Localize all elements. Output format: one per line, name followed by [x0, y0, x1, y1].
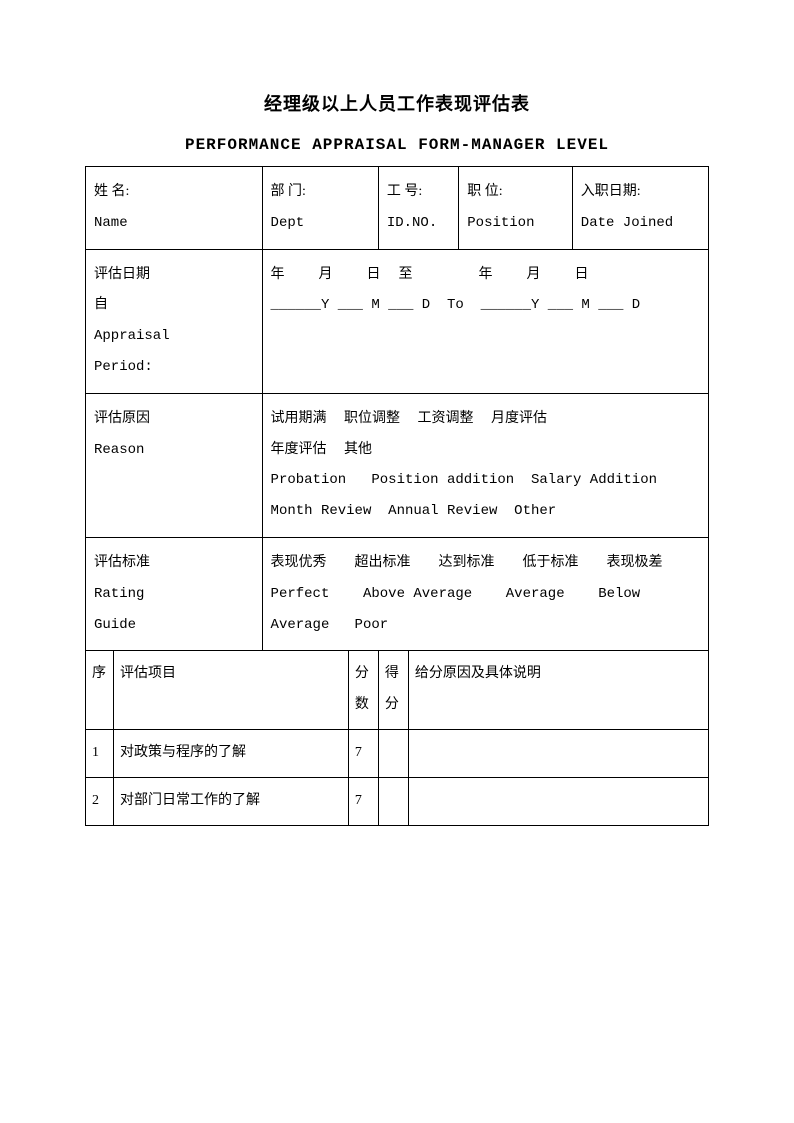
period-label-en2: Period: [94, 352, 254, 383]
score-header-cn2: 数 [355, 697, 369, 712]
reason-content-cell: 试用期满 职位调整 工资调整 月度评估 年度评估 其他 Probation Po… [262, 393, 708, 537]
idno-label-cn: 工 号: [387, 177, 450, 208]
reason-label-en: Reason [94, 435, 254, 466]
item-reason [408, 729, 708, 777]
got-header: 得 分 [378, 651, 408, 730]
rating-content-cell: 表现优秀 超出标准 达到标准 低于标准 表现极差 Perfect Above A… [262, 537, 708, 650]
name-label-en: Name [94, 208, 254, 239]
period-row: 评估日期 自 Appraisal Period: 年 月 日 至 年 月 日 _… [86, 249, 709, 393]
got-header-cn2: 分 [385, 697, 399, 712]
item-header: 评估项目 [114, 651, 349, 730]
rating-label-en1: Rating [94, 579, 254, 610]
dept-label-en: Dept [271, 208, 370, 239]
period-label-en1: Appraisal [94, 321, 254, 352]
reason-options-cn2: 年度评估 其他 [271, 435, 700, 466]
got-header-cn1: 得 [385, 666, 399, 681]
reason-options-en1: Probation Position addition Salary Addit… [271, 465, 700, 496]
item-score: 7 [348, 729, 378, 777]
reason-label-cell: 评估原因 Reason [86, 393, 263, 537]
reason-row: 评估原因 Reason 试用期满 职位调整 工资调整 月度评估 年度评估 其他 … [86, 393, 709, 537]
appraisal-form-table: 姓 名: Name 部 门: Dept 工 号: ID.NO. 职 位: Pos… [85, 166, 709, 826]
item-seq: 2 [86, 777, 114, 825]
reason-label-cn: 评估原因 [94, 404, 254, 435]
rating-label-cell: 评估标准 Rating Guide [86, 537, 263, 650]
period-label-cell: 评估日期 自 Appraisal Period: [86, 249, 263, 393]
position-cell: 职 位: Position [459, 167, 573, 250]
idno-label-en: ID.NO. [387, 208, 450, 239]
item-score: 7 [348, 777, 378, 825]
period-label-cn2: 自 [94, 290, 254, 321]
date-joined-label-en: Date Joined [581, 208, 700, 239]
item-seq: 1 [86, 729, 114, 777]
item-row: 1 对政策与程序的了解 7 [86, 729, 709, 777]
header-row: 姓 名: Name 部 门: Dept 工 号: ID.NO. 职 位: Pos… [86, 167, 709, 250]
rating-options-en: Perfect Above Average Average Below Aver… [271, 579, 700, 641]
rating-options-cn: 表现优秀 超出标准 达到标准 低于标准 表现极差 [271, 548, 700, 579]
name-label-cn: 姓 名: [94, 177, 254, 208]
item-name: 对部门日常工作的了解 [114, 777, 349, 825]
title-english: PERFORMANCE APPRAISAL FORM-MANAGER LEVEL [85, 136, 709, 154]
title-chinese: 经理级以上人员工作表现评估表 [85, 90, 709, 116]
item-row: 2 对部门日常工作的了解 7 [86, 777, 709, 825]
idno-cell: 工 号: ID.NO. [378, 167, 458, 250]
position-label-cn: 职 位: [467, 177, 564, 208]
period-content-en: ______Y ___ M ___ D To ______Y ___ M ___… [271, 290, 700, 321]
rating-row: 评估标准 Rating Guide 表现优秀 超出标准 达到标准 低于标准 表现… [86, 537, 709, 650]
items-header-row: 序 评估项目 分 数 得 分 给分原因及具体说明 [86, 651, 709, 730]
date-joined-label-cn: 入职日期: [581, 177, 700, 208]
item-reason [408, 777, 708, 825]
dept-label-cn: 部 门: [271, 177, 370, 208]
period-content-cell: 年 月 日 至 年 月 日 ______Y ___ M ___ D To ___… [262, 249, 708, 393]
dept-cell: 部 门: Dept [262, 167, 378, 250]
rating-label-en2: Guide [94, 610, 254, 641]
seq-header: 序 [86, 651, 114, 730]
position-label-en: Position [467, 208, 564, 239]
rating-label-cn: 评估标准 [94, 548, 254, 579]
name-cell: 姓 名: Name [86, 167, 263, 250]
reason-options-en2: Month Review Annual Review Other [271, 496, 700, 527]
item-got [378, 777, 408, 825]
reason-header: 给分原因及具体说明 [408, 651, 708, 730]
item-got [378, 729, 408, 777]
date-joined-cell: 入职日期: Date Joined [572, 167, 708, 250]
item-name: 对政策与程序的了解 [114, 729, 349, 777]
period-label-cn1: 评估日期 [94, 260, 254, 291]
period-content-cn: 年 月 日 至 年 月 日 [271, 260, 700, 291]
score-header: 分 数 [348, 651, 378, 730]
reason-options-cn1: 试用期满 职位调整 工资调整 月度评估 [271, 404, 700, 435]
score-header-cn1: 分 [355, 666, 369, 681]
